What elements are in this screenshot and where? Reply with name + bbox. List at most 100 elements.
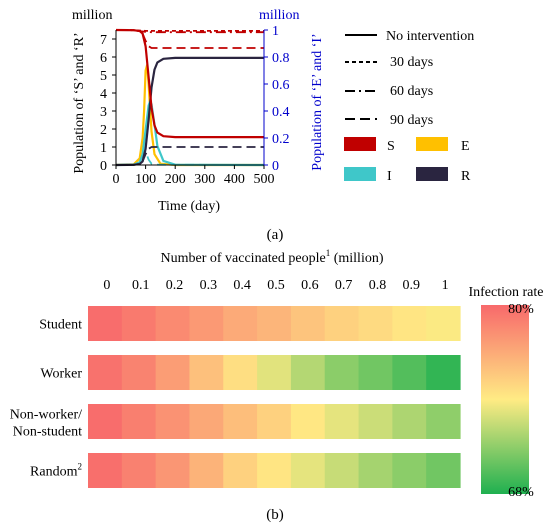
column-label: 0.5 [267,278,285,293]
row-label-text: Student [39,318,82,333]
y-right-axis-label: Population of ‘E’ and ‘I’ [310,33,325,170]
heatmap-cell [189,355,224,390]
y-left-tick-label: 3 [100,105,107,120]
heatmap-cell [223,355,258,390]
series-r-no-intervention [115,56,264,167]
heatmap-row-labels: Student Worker Non-worker/Non-student Rando… [10,318,83,480]
heatmap-cell [426,355,461,390]
panel-a-plot [115,28,265,167]
column-label: 0.6 [301,278,319,293]
row-label-superscript: 2 [78,462,83,472]
y-right-tick-label: 0.2 [272,132,290,147]
heatmap-cell [189,404,224,439]
heatmap-cell [223,306,258,341]
legend-line-styles: No intervention 30 days 60 days 90 days [345,29,474,128]
y-left-tick-label: 2 [100,123,107,138]
heatmap-cell [358,453,393,488]
heatmap-cell [290,355,326,390]
heatmap-cell [88,355,123,390]
column-label: 0.3 [200,278,218,293]
heatmap-row-random [88,453,461,488]
series-s-90-days [115,29,264,49]
legend-compartments: S E I R [344,137,471,184]
heatmap-cell [223,404,258,439]
y-right-tick-label: 0.4 [272,105,290,120]
column-label: 0.4 [233,278,251,293]
y-left-tick-label: 1 [100,141,107,156]
column-label: 0.1 [132,278,150,293]
x-tick-label: 0 [113,172,120,187]
x-tick-label: 100 [135,172,156,187]
legend-swatch-e [416,137,448,151]
row-label: Non-worker/ [10,408,82,423]
y-left-tick-label: 5 [100,69,107,84]
heatmap-title: Number of vaccinated people1 (million) [161,248,384,266]
y-left-tick-label: 0 [100,159,107,174]
heatmap-cell [324,404,360,439]
heatmap-cell [392,404,427,439]
left-unit-label: million [72,8,112,23]
heatmap-cell [392,306,427,341]
heatmap-title-unit-text: (million) [334,251,384,266]
series-i-no-intervention [115,100,265,167]
row-label: Random2 [30,462,82,480]
legend-label-60-days: 60 days [390,84,433,99]
heatmap-cell [88,453,123,488]
heatmap-cell [223,453,258,488]
legend-label-s: S [387,139,395,154]
heatmap-cell [324,355,360,390]
legend-label-90-days: 90 days [390,113,433,128]
color-scale-bar [481,305,529,494]
column-label: 0.8 [369,278,387,293]
legend-label-e: E [461,139,470,154]
heatmap-cell [290,453,326,488]
row-label: Worker [40,367,82,382]
heatmap-cell [257,306,292,341]
panel-a-caption: (a) [267,227,284,243]
heatmap-cell [88,404,123,439]
legend-label-i: I [387,169,392,184]
series-s-no-intervention [115,28,264,139]
column-label: 0.2 [166,278,184,293]
heatmap-cell [290,404,326,439]
column-label: 0.9 [403,278,421,293]
series-e-no-intervention [115,63,264,167]
heatmap-cell [392,453,427,488]
heatmap-cell [426,453,461,488]
heatmap-row-worker [88,355,461,390]
heatmap-cell [121,306,157,341]
heatmap-column-labels: 0 0.1 0.2 0.3 0.4 0.5 0.6 0.7 0.8 0.9 1 [103,278,448,293]
heatmap-cell [88,306,123,341]
color-scale-min-label: 68% [508,485,534,500]
heatmap-cell [155,355,191,390]
heatmap-cell [121,453,157,488]
heatmap-title-text: Number of vaccinated people [161,251,326,266]
heatmap-title-superscript: 1 [326,248,331,258]
y-right-tick-label: 0 [272,159,279,174]
x-tick-label: 300 [194,172,215,187]
legend-swatch-i [344,167,376,181]
x-axis-label: Time (day) [158,199,220,214]
heatmap-cell [257,404,292,439]
heatmap-cell [257,453,292,488]
x-tick-label: 400 [224,172,245,187]
right-unit-label: million [259,8,299,23]
heatmap-cell [189,306,224,341]
heatmap-cell [392,355,427,390]
column-label: 0 [103,278,110,293]
panel-b: Number of vaccinated people1 (million) 0… [10,248,544,523]
heatmap-cell [358,355,393,390]
x-tick-label: 500 [254,172,275,187]
color-scale-label: Infection rate [468,285,543,300]
legend-label-no-intervention: No intervention [386,29,474,44]
heatmap-cell [121,404,157,439]
series-i-90-days [115,150,265,166]
heatmap-cell [189,453,224,488]
heatmap-cell [155,404,191,439]
heatmap-cell [324,306,360,341]
heatmap-cell [426,306,461,341]
heatmap-cell [257,355,292,390]
